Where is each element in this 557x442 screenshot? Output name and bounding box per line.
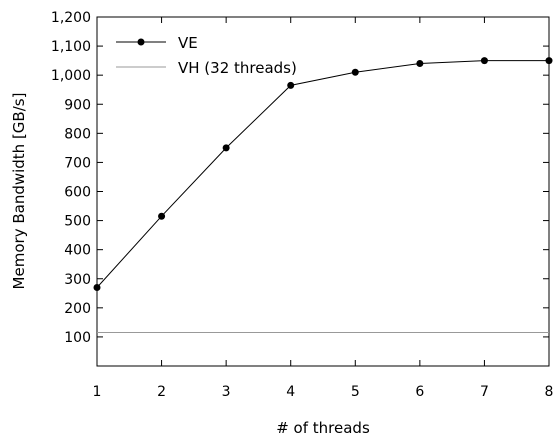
data-point bbox=[351, 68, 359, 76]
series-line-1 bbox=[96, 60, 549, 288]
legend: VE VH (32 threads) bbox=[116, 34, 297, 77]
y-tick-label: 700 bbox=[64, 155, 91, 171]
y-tick-label: 900 bbox=[64, 97, 91, 113]
y-tick-label: 400 bbox=[64, 243, 91, 259]
x-tick-label: 6 bbox=[415, 384, 424, 400]
y-tick-label: 600 bbox=[64, 185, 91, 201]
series-layer bbox=[93, 57, 553, 334]
x-tick-label: 2 bbox=[157, 384, 166, 400]
y-tick-label: 800 bbox=[64, 126, 91, 142]
y-axis-label: Memory Bandwidth [GB/s] bbox=[10, 93, 28, 290]
y-axis: 100 200 300 400 500 600 700 800 900 1,000 1,100 1,2… bbox=[51, 10, 549, 346]
x-tick-label: 7 bbox=[480, 384, 489, 400]
data-point bbox=[416, 60, 424, 68]
y-tick-label: 500 bbox=[64, 214, 91, 230]
data-point bbox=[222, 144, 230, 152]
legend-marker bbox=[137, 38, 145, 46]
x-tick-label: 1 bbox=[93, 384, 102, 400]
y-tick-label: 200 bbox=[64, 301, 91, 317]
data-point bbox=[287, 81, 295, 89]
x-tick-label: 4 bbox=[286, 384, 295, 400]
data-point bbox=[480, 57, 488, 65]
x-axis-label: # of threads bbox=[276, 419, 370, 437]
y-tick-label: 1,000 bbox=[51, 68, 91, 84]
x-tick-label: 5 bbox=[351, 384, 360, 400]
y-tick-label: 100 bbox=[64, 330, 91, 346]
data-point bbox=[545, 57, 553, 65]
y-tick-label: 1,100 bbox=[51, 39, 91, 55]
plot-area bbox=[96, 16, 550, 367]
y-tick-label: 300 bbox=[64, 272, 91, 288]
data-point bbox=[93, 283, 101, 291]
y-tick-label: 1,200 bbox=[51, 10, 91, 26]
data-point bbox=[158, 212, 166, 220]
legend-label-2: VH (32 threads) bbox=[178, 59, 297, 77]
x-axis: 1 2 3 4 5 6 7 8 bbox=[93, 17, 554, 400]
x-tick-label: 3 bbox=[222, 384, 231, 400]
legend-label-1: VE bbox=[178, 34, 198, 52]
x-tick-label: 8 bbox=[545, 384, 554, 400]
